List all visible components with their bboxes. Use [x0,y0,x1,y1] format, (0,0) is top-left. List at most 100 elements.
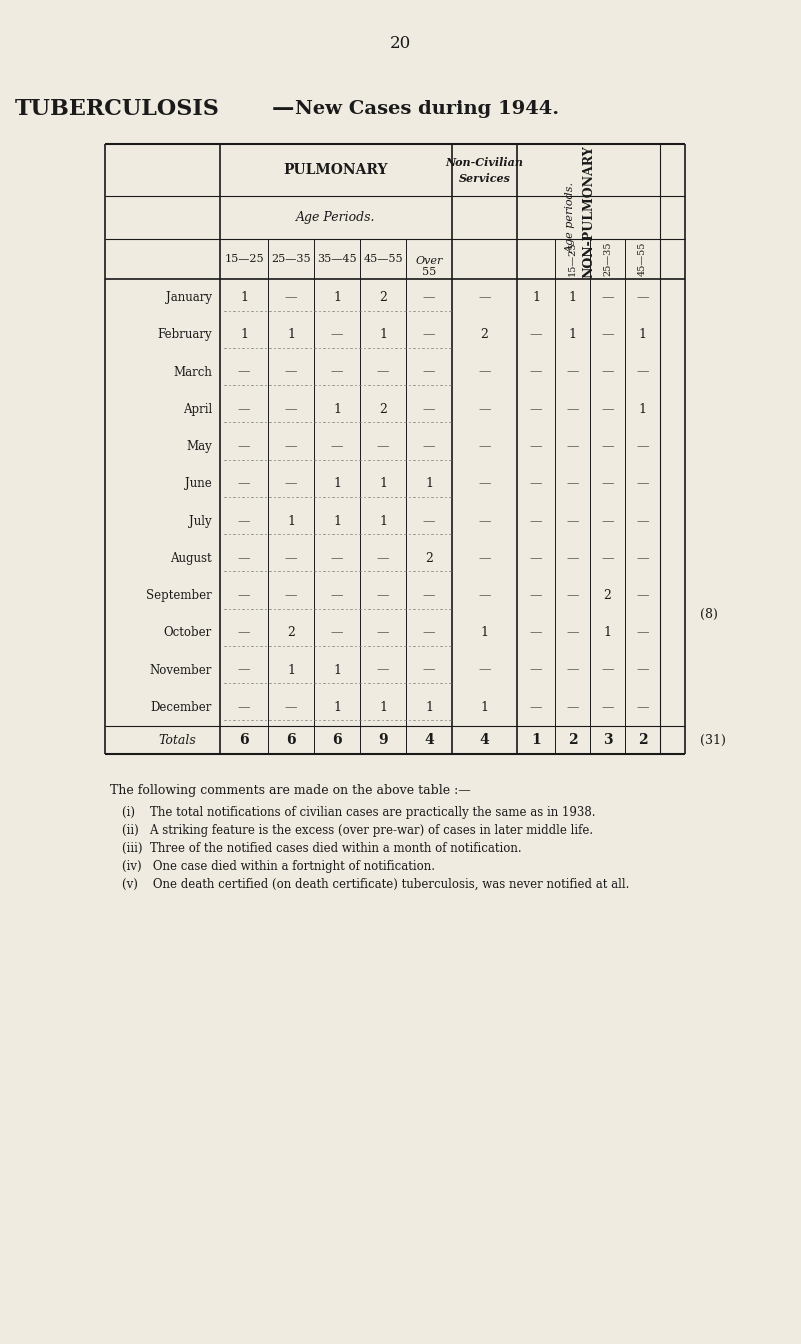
Text: July: July [189,515,212,528]
Text: 1: 1 [603,626,611,640]
Text: Non-Civilian: Non-Civilian [445,156,524,168]
Text: —: — [636,589,649,602]
Text: (ii)   A striking feature is the excess (over pre-war) of cases in later middle : (ii) A striking feature is the excess (o… [122,824,593,837]
Text: 1: 1 [569,328,577,341]
Text: TUBERCULOSIS: TUBERCULOSIS [15,98,220,120]
Text: —: — [331,552,344,564]
Text: —: — [423,439,435,453]
Text: 3: 3 [602,732,612,747]
Text: —: — [423,403,435,415]
Text: 20: 20 [389,35,411,52]
Text: 9: 9 [378,732,388,747]
Text: September: September [147,589,212,602]
Text: 1: 1 [379,328,387,341]
Text: 1: 1 [638,328,646,341]
Text: 1: 1 [333,515,341,528]
Text: —: — [331,366,344,379]
Text: 1: 1 [425,477,433,491]
Text: 1: 1 [287,664,295,676]
Text: —: — [529,700,542,714]
Text: 1: 1 [379,477,387,491]
Text: 4: 4 [480,732,489,747]
Text: —: — [478,664,491,676]
Text: 25—35: 25—35 [603,242,612,277]
Text: —: — [423,328,435,341]
Text: —: — [566,403,579,415]
Text: —: — [331,626,344,640]
Text: 25—35: 25—35 [272,254,311,263]
Text: —: — [602,700,614,714]
Text: —: — [566,626,579,640]
Text: Totals: Totals [159,734,196,746]
Text: NON-PULMONARY: NON-PULMONARY [582,145,595,278]
Text: —: — [566,439,579,453]
Text: —: — [376,664,389,676]
Text: —: — [529,589,542,602]
Text: 2: 2 [604,589,611,602]
Text: —: — [423,589,435,602]
Text: —: — [602,328,614,341]
Text: —: — [636,664,649,676]
Text: —: — [423,515,435,528]
Text: —: — [529,626,542,640]
Text: —: — [636,292,649,304]
Text: —: — [636,439,649,453]
Text: —: — [636,477,649,491]
Text: —: — [238,626,250,640]
Text: —: — [376,552,389,564]
Text: —: — [602,515,614,528]
Text: —: — [238,477,250,491]
Text: April: April [183,403,212,415]
Text: June: June [185,477,212,491]
Text: February: February [157,328,212,341]
Text: 1: 1 [240,292,248,304]
Text: 2: 2 [638,732,647,747]
Text: —: — [238,664,250,676]
Text: —: — [376,366,389,379]
Text: —: — [423,366,435,379]
Text: 2: 2 [568,732,578,747]
Text: —: — [636,700,649,714]
Text: (iii)  Three of the notified cases died within a month of notification.: (iii) Three of the notified cases died w… [122,841,521,855]
Text: —: — [423,292,435,304]
Text: —: — [238,700,250,714]
Text: —: — [478,366,491,379]
Text: 2: 2 [287,626,295,640]
Text: 55: 55 [422,267,436,277]
Text: —: — [636,515,649,528]
Text: —: — [602,403,614,415]
Text: 1: 1 [333,403,341,415]
Text: October: October [163,626,212,640]
Text: March: March [173,366,212,379]
Text: —: — [238,552,250,564]
Text: —: — [529,366,542,379]
Text: —: — [566,366,579,379]
Text: —: — [284,403,297,415]
Text: November: November [150,664,212,676]
Text: —: — [566,664,579,676]
Text: —: — [238,439,250,453]
Text: 4: 4 [424,732,434,747]
Text: 1: 1 [379,700,387,714]
Text: 2: 2 [425,552,433,564]
Text: 1: 1 [531,732,541,747]
Text: PULMONARY: PULMONARY [284,163,388,177]
Text: —: — [284,477,297,491]
Text: —: — [566,552,579,564]
Text: Age periods.: Age periods. [566,181,575,253]
Text: —: — [423,664,435,676]
Text: —: — [529,515,542,528]
Text: —: — [284,366,297,379]
Text: 1: 1 [333,664,341,676]
Text: —: — [478,515,491,528]
Text: —: — [478,552,491,564]
Text: 1: 1 [333,477,341,491]
Text: —: — [284,589,297,602]
Text: —: — [376,626,389,640]
Text: —: — [636,366,649,379]
Text: Age Periods.: Age Periods. [296,211,376,224]
Text: —: — [602,552,614,564]
Text: —: — [529,477,542,491]
Text: Over: Over [415,255,443,266]
Text: 1: 1 [287,328,295,341]
